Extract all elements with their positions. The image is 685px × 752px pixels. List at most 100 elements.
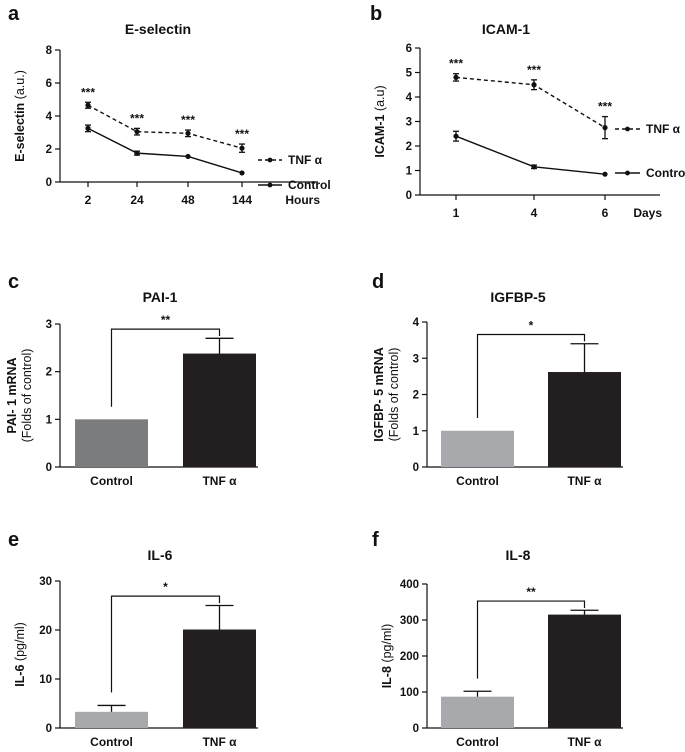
x-axis-label: Hours xyxy=(285,193,320,207)
chart-title: IGFBP-5 xyxy=(490,289,545,305)
series-control: Control xyxy=(453,130,685,180)
significance-label: *** xyxy=(598,100,612,114)
significance-label: ** xyxy=(526,585,536,599)
data-point xyxy=(453,133,459,139)
significance-label: *** xyxy=(527,63,541,77)
y-axis-label-name: IL-6 xyxy=(13,665,27,687)
x-tick-label: 24 xyxy=(130,193,144,207)
y-tick-label: 100 xyxy=(400,687,419,699)
data-point xyxy=(531,164,537,170)
x-tick-label: Control xyxy=(456,474,499,488)
y-tick-label: 3 xyxy=(406,117,412,129)
x-tick-label: 48 xyxy=(181,193,195,207)
y-tick-label: 2 xyxy=(46,144,52,156)
series-line xyxy=(87,104,243,149)
x-axis-label: Days xyxy=(633,206,662,220)
significance-bracket xyxy=(476,600,586,679)
series-tnf: *** *** *** *** TNF α xyxy=(81,85,323,167)
x-tick-label: Control xyxy=(90,735,133,749)
y-tick-label: 300 xyxy=(400,615,419,627)
y-tick-label: 10 xyxy=(39,674,52,686)
chart-title: PAI-1 xyxy=(143,289,178,305)
data-point xyxy=(185,153,191,160)
significance-label: * xyxy=(163,580,168,594)
y-tick-label: 20 xyxy=(39,625,52,637)
chart-title: ICAM-1 xyxy=(482,21,530,37)
panel-d: d IGFBP-5 0 1 2 3 4 IGFBP- 5 mRNA (Folds of cont… xyxy=(372,271,623,488)
y-tick-label: 1 xyxy=(406,166,413,178)
bar-control xyxy=(441,430,514,467)
significance-bracket xyxy=(110,328,221,407)
y-tick-label: 30 xyxy=(39,576,52,588)
y-tick-label: 0 xyxy=(46,723,52,735)
y-tick-label: 3 xyxy=(413,353,419,365)
data-point xyxy=(531,82,537,88)
x-tick-label: TNF α xyxy=(567,474,602,488)
data-point xyxy=(602,125,608,131)
data-point xyxy=(602,171,608,177)
bar-tnf xyxy=(183,629,256,728)
data-point xyxy=(85,125,91,131)
legend-label: TNF α xyxy=(288,153,323,167)
y-tick-label: 3 xyxy=(46,319,52,331)
panel-e: e IL-6 0 10 20 30 IL-6 (pg/ml) Control TNF α * xyxy=(8,529,258,749)
legend-marker xyxy=(625,170,630,176)
significance-label: ** xyxy=(161,313,171,327)
y-axis-label-name: ICAM-1 xyxy=(373,115,387,158)
y-axis-label-name: E-selectin xyxy=(13,103,27,162)
series-line xyxy=(455,135,606,175)
y-tick-label: 4 xyxy=(413,317,420,329)
y-tick-label: 2 xyxy=(406,141,412,153)
x-tick-label: 144 xyxy=(232,193,252,207)
y-tick-label: 0 xyxy=(46,462,52,474)
panel-c: c PAI-1 0 1 2 3 PAI- 1 mRNA (Folds of control) C… xyxy=(5,271,258,488)
series-tnf: *** *** *** TNF α xyxy=(449,57,681,140)
y-tick-label: 400 xyxy=(400,579,419,591)
series-line xyxy=(455,76,606,129)
x-tick-label: 4 xyxy=(531,206,538,220)
series-line xyxy=(87,127,243,174)
y-axis-label: ICAM-1 (a.u) xyxy=(373,85,387,157)
significance-bracket xyxy=(110,595,221,693)
x-tick-label: 6 xyxy=(602,206,609,220)
panel-f: f IL-8 0 100 200 300 400 IL-8 (pg/ml) Control TNF… xyxy=(372,529,623,749)
significance-label: *** xyxy=(181,113,195,127)
chart-title: E-selectin xyxy=(125,21,191,37)
y-tick-label: 200 xyxy=(400,651,419,663)
y-tick-label: 6 xyxy=(406,43,412,55)
y-tick-label: 2 xyxy=(413,390,419,402)
x-tick-label: Control xyxy=(456,735,499,749)
y-axis-label: PAI- 1 mRNA xyxy=(5,357,19,433)
data-point xyxy=(85,102,91,108)
y-tick-label: 0 xyxy=(46,177,52,189)
legend-label: Control xyxy=(646,166,685,180)
legend-label: TNF α xyxy=(646,122,681,136)
significance-bracket xyxy=(476,333,586,418)
y-axis-label-units: (a.u) xyxy=(373,85,387,114)
data-point xyxy=(239,170,245,176)
y-tick-label: 0 xyxy=(406,190,412,202)
y-tick-label: 0 xyxy=(413,462,419,474)
y-axis-label-units: (pg/ml) xyxy=(380,624,394,666)
significance-label: *** xyxy=(130,111,144,125)
significance-label: *** xyxy=(235,127,249,141)
y-axis-label: IL-6 (pg/ml) xyxy=(13,622,27,687)
significance-label: * xyxy=(529,318,534,332)
y-axis-label: IL-8 (pg/ml) xyxy=(380,624,394,689)
chart-title: IL-6 xyxy=(148,547,173,563)
bar-control xyxy=(441,696,514,728)
x-tick-label: Control xyxy=(90,474,133,488)
significance-label: *** xyxy=(449,57,463,71)
y-axis-label: E-selectin (a.u.) xyxy=(13,70,27,162)
data-point xyxy=(134,150,140,156)
x-tick-label: 2 xyxy=(85,193,92,207)
legend-marker xyxy=(267,157,273,163)
y-tick-label: 0 xyxy=(413,723,419,735)
y-tick-label: 1 xyxy=(46,414,53,426)
y-axis-label-units: (a.u.) xyxy=(13,70,27,103)
x-tick-label: TNF α xyxy=(567,735,602,749)
bar-control xyxy=(75,419,148,467)
bar-tnf xyxy=(183,353,256,467)
panel-label: a xyxy=(8,3,20,25)
